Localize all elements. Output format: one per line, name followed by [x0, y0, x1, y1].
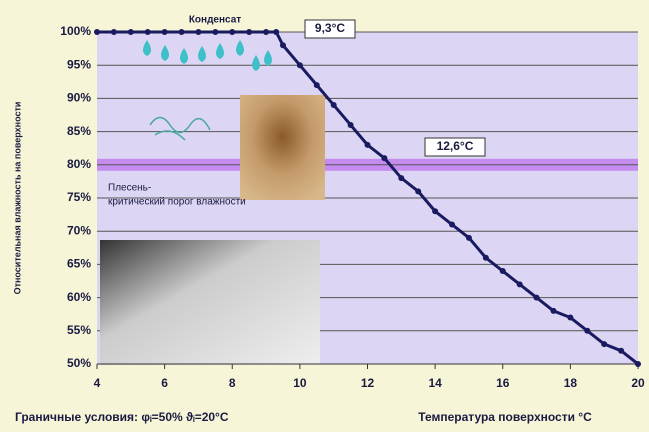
point	[415, 188, 421, 194]
x-tick-label: 8	[229, 376, 236, 390]
point	[432, 208, 438, 214]
point	[348, 122, 354, 128]
point	[365, 142, 371, 148]
y-tick-label: 90%	[67, 91, 91, 105]
point	[534, 295, 540, 301]
point	[331, 102, 337, 108]
point	[483, 255, 489, 261]
y-tick-label: 50%	[67, 356, 91, 370]
point	[263, 29, 269, 35]
y-tick-label: 85%	[67, 124, 91, 138]
point	[229, 29, 235, 35]
point	[466, 235, 472, 241]
point	[567, 315, 573, 321]
y-tick-label: 75%	[67, 190, 91, 204]
y-tick-label: 95%	[67, 57, 91, 71]
y-axis-label: Относительная влажность на поверхности	[12, 102, 22, 295]
annotation: Конденсат	[189, 15, 241, 26]
point	[584, 328, 590, 334]
point	[381, 155, 387, 161]
point	[601, 341, 607, 347]
y-tick-label: 55%	[67, 323, 91, 337]
y-tick-label: 70%	[67, 223, 91, 237]
point	[500, 268, 506, 274]
x-tick-label: 10	[293, 376, 307, 390]
y-tick-label: 80%	[67, 157, 91, 171]
point	[618, 348, 624, 354]
point	[297, 62, 303, 68]
x-tick-label: 18	[564, 376, 578, 390]
annotation: 12,6°C	[437, 139, 474, 153]
chart: Относительная влажность на поверхности Т…	[0, 0, 649, 432]
point	[212, 29, 218, 35]
y-tick-label: 100%	[60, 24, 91, 38]
point	[94, 29, 100, 35]
point	[635, 361, 641, 367]
x-axis-label: Температура поверхности °C	[418, 410, 592, 424]
point	[246, 29, 252, 35]
point	[145, 29, 151, 35]
annotation: 9,3°C	[315, 21, 345, 35]
annotation: Плесень-	[108, 183, 151, 194]
point	[550, 308, 556, 314]
point	[111, 29, 117, 35]
point	[162, 29, 168, 35]
x-tick-label: 4	[94, 376, 101, 390]
x-tick-label: 6	[161, 376, 168, 390]
point	[273, 29, 279, 35]
point	[398, 175, 404, 181]
point	[179, 29, 185, 35]
point	[314, 82, 320, 88]
x-tick-label: 20	[631, 376, 645, 390]
point	[517, 281, 523, 287]
x-tick-label: 16	[496, 376, 510, 390]
annotation: критический порог влажности	[108, 197, 246, 208]
x-tick-label: 14	[428, 376, 442, 390]
point	[449, 222, 455, 228]
room-photo	[100, 240, 320, 365]
y-tick-label: 65%	[67, 257, 91, 271]
point	[128, 29, 134, 35]
point	[280, 42, 286, 48]
point	[195, 29, 201, 35]
x-tick-label: 12	[361, 376, 375, 390]
mold-photo	[240, 95, 325, 200]
y-tick-label: 60%	[67, 290, 91, 304]
footer: Граничные условия: φᵢ=50% ϑᵢ=20°C	[15, 410, 229, 424]
